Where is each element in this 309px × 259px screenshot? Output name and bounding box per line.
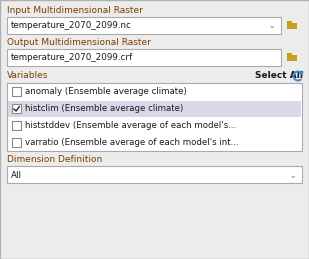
Text: ⌄: ⌄ — [290, 170, 296, 179]
Text: histstddev (Ensemble average of each model's...: histstddev (Ensemble average of each mod… — [25, 121, 236, 130]
Text: Variables: Variables — [7, 71, 49, 80]
Bar — [287, 53, 292, 55]
Text: All: All — [11, 170, 22, 179]
Bar — [12, 104, 21, 113]
Bar — [7, 166, 302, 183]
Text: histclim (Ensemble average climate): histclim (Ensemble average climate) — [25, 104, 183, 113]
Text: Input Multidimensional Raster: Input Multidimensional Raster — [7, 6, 143, 15]
Bar — [12, 121, 21, 130]
Bar — [287, 23, 297, 29]
Bar — [7, 17, 281, 34]
Bar — [287, 55, 297, 61]
Bar — [7, 83, 302, 151]
Bar — [12, 87, 21, 96]
Bar — [12, 138, 21, 147]
Text: Select All: Select All — [255, 71, 303, 80]
Text: varratio (Ensemble average of each model's int...: varratio (Ensemble average of each model… — [25, 138, 239, 147]
Text: anomaly (Ensemble average climate): anomaly (Ensemble average climate) — [25, 87, 187, 96]
Text: Dimension Definition: Dimension Definition — [7, 155, 102, 164]
Text: temperature_2070_2099.crf: temperature_2070_2099.crf — [11, 54, 133, 62]
Bar — [8, 100, 301, 117]
Text: ⌄: ⌄ — [269, 21, 275, 31]
Bar — [7, 49, 281, 66]
Text: Output Multidimensional Raster: Output Multidimensional Raster — [7, 38, 151, 47]
Bar — [287, 21, 292, 24]
Text: temperature_2070_2099.nc: temperature_2070_2099.nc — [11, 21, 132, 31]
